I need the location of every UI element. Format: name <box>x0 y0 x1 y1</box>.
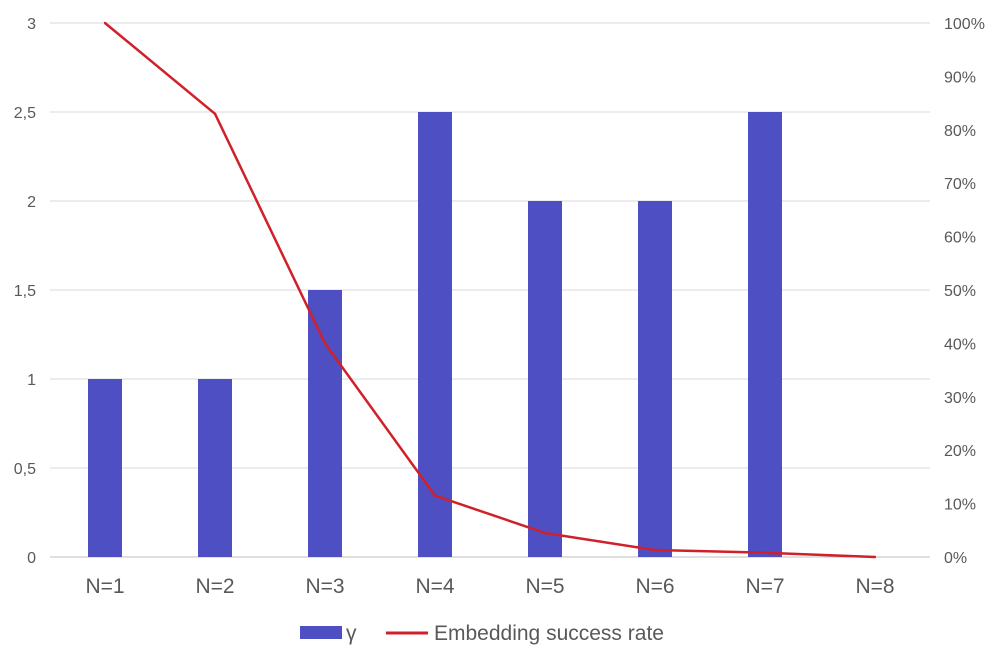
success-rate-line <box>104 22 876 559</box>
right-tick-label: 60% <box>944 230 976 247</box>
right-tick-label: 30% <box>944 390 976 407</box>
legend-label-success-rate: Embedding success rate <box>434 622 664 645</box>
category-label: N=7 <box>745 575 784 598</box>
bar <box>198 379 232 557</box>
left-tick-label: 3 <box>27 16 36 33</box>
left-tick-label: 1 <box>27 372 36 389</box>
bar <box>418 112 452 557</box>
right-tick-label: 70% <box>944 176 976 193</box>
right-tick-label: 80% <box>944 123 976 140</box>
right-tick-label: 90% <box>944 69 976 86</box>
line-point <box>213 112 217 115</box>
category-label: N=4 <box>415 575 454 598</box>
bar <box>308 290 342 557</box>
bar <box>88 379 122 557</box>
right-tick-label: 20% <box>944 443 976 460</box>
legend-swatch-gamma <box>300 626 342 639</box>
left-axis: 0 0,5 1 1,5 2 2,5 3 <box>14 16 36 567</box>
right-tick-label: 40% <box>944 336 976 353</box>
left-tick-label: 0,5 <box>14 461 36 478</box>
bar <box>528 201 562 557</box>
left-tick-label: 0 <box>27 550 36 567</box>
category-label: N=6 <box>635 575 674 598</box>
line-point <box>103 21 107 25</box>
right-tick-label: 100% <box>944 16 985 33</box>
bar <box>748 112 782 557</box>
line-point <box>543 531 547 535</box>
right-tick-label: 50% <box>944 283 976 300</box>
line-point <box>653 548 657 552</box>
category-label: N=3 <box>305 575 344 598</box>
left-tick-label: 1,5 <box>14 283 36 300</box>
gridlines <box>50 22 930 558</box>
right-tick-label: 0% <box>944 550 967 567</box>
line-point <box>323 342 327 345</box>
legend: γ Embedding success rate <box>300 622 664 645</box>
bar-series <box>88 112 782 557</box>
bar <box>638 201 672 557</box>
line-point <box>873 555 877 559</box>
category-label: N=2 <box>195 575 234 598</box>
category-label: N=8 <box>855 575 894 598</box>
right-tick-label: 10% <box>944 497 976 514</box>
category-label: N=5 <box>525 575 564 598</box>
left-tick-label: 2,5 <box>14 105 36 122</box>
x-axis: N=1 N=2 N=3 N=4 N=5 N=6 N=7 N=8 <box>85 575 894 598</box>
line-series <box>103 21 877 559</box>
right-axis: 0% 10% 20% 30% 40% 50% 60% 70% 80% 90% 100% <box>944 16 985 567</box>
legend-label-gamma: γ <box>346 622 357 645</box>
line-point <box>433 494 437 497</box>
left-tick-label: 2 <box>27 194 36 211</box>
line-point <box>763 551 767 554</box>
category-label: N=1 <box>85 575 124 598</box>
